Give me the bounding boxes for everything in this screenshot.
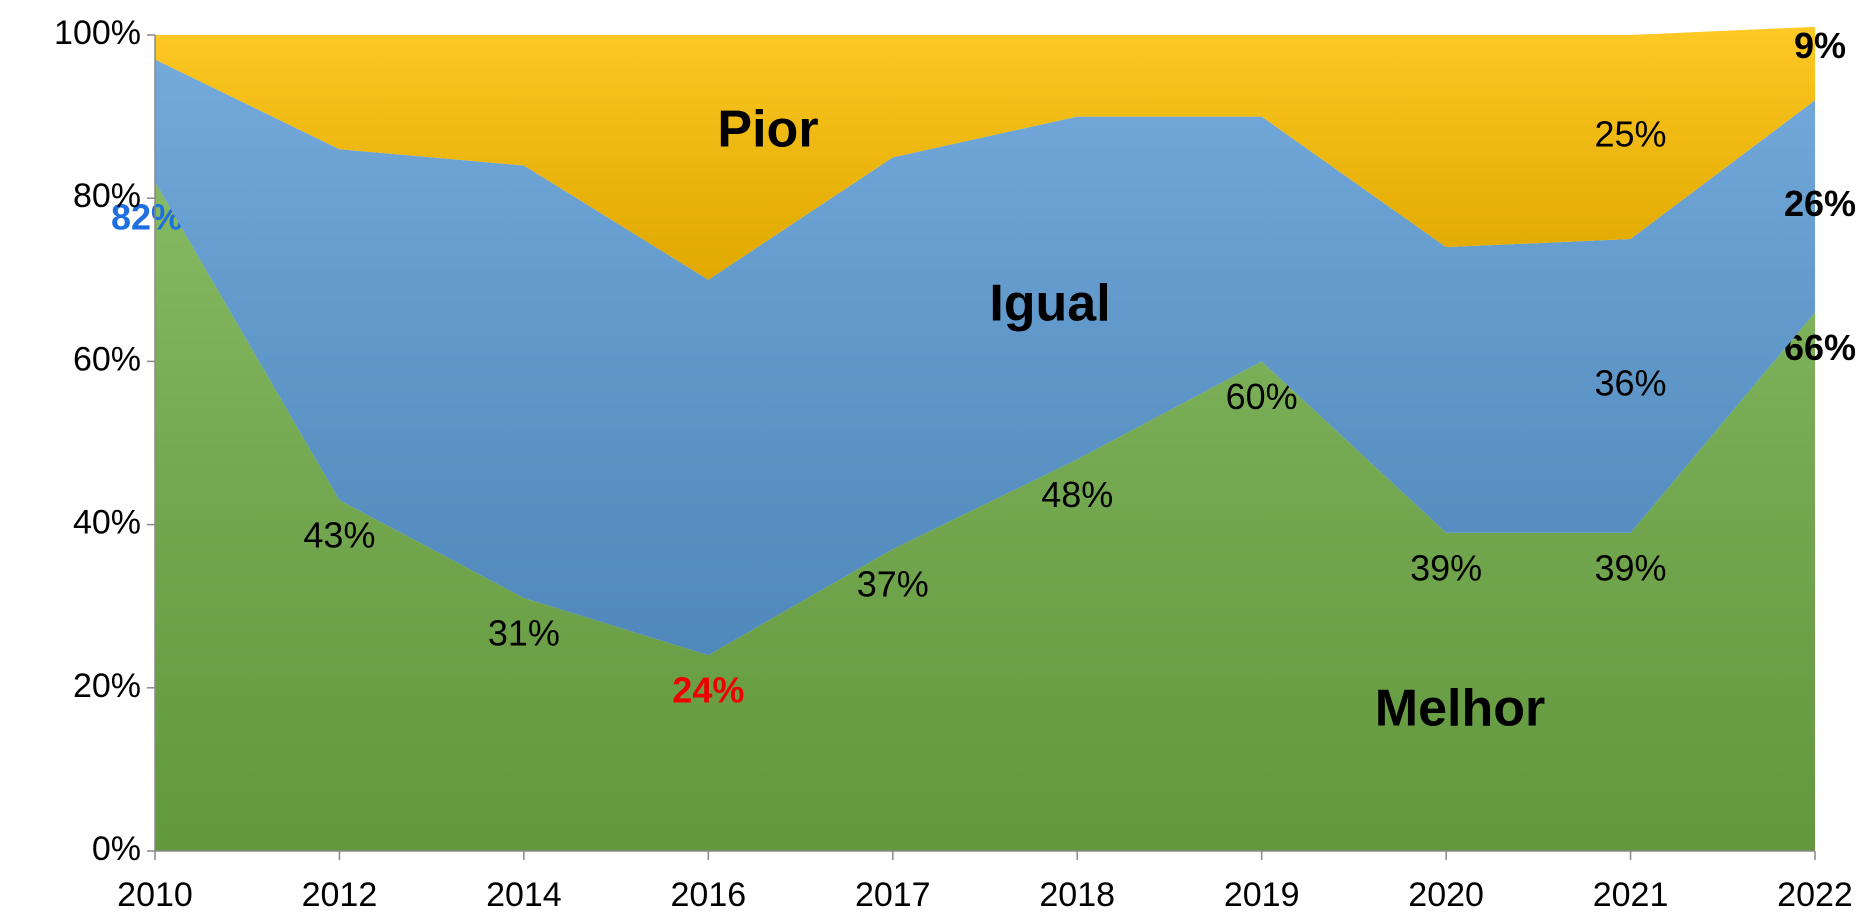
x-tick-label: 2014 xyxy=(486,876,562,914)
x-tick-label: 2018 xyxy=(1039,876,1115,914)
data-label: 37% xyxy=(857,564,929,605)
x-tick-label: 2017 xyxy=(855,876,931,914)
data-label: 31% xyxy=(488,613,560,654)
y-tick-label: 20% xyxy=(73,667,141,705)
x-tick-label: 2019 xyxy=(1224,876,1300,914)
x-tick-label: 2021 xyxy=(1593,876,1669,914)
y-tick-label: 0% xyxy=(92,830,141,868)
x-tick-label: 2010 xyxy=(117,876,193,914)
data-label: 48% xyxy=(1041,474,1113,515)
series-label: Melhor xyxy=(1375,680,1545,738)
x-tick-label: 2016 xyxy=(671,876,747,914)
y-tick-label: 100% xyxy=(54,14,141,52)
data-label: 39% xyxy=(1595,547,1667,588)
x-tick-label: 2020 xyxy=(1408,876,1484,914)
data-label: 39% xyxy=(1410,547,1482,588)
x-tick-label: 2022 xyxy=(1777,876,1853,914)
area-shade xyxy=(155,59,1815,656)
series-label: Pior xyxy=(717,101,818,159)
y-tick-label: 60% xyxy=(73,340,141,378)
area-shade xyxy=(155,26,1815,280)
data-label: 24% xyxy=(672,670,744,711)
data-label: 9% xyxy=(1794,25,1846,66)
data-label: 36% xyxy=(1595,362,1667,403)
data-label: 26% xyxy=(1784,183,1856,224)
series-label: Igual xyxy=(989,275,1110,333)
y-tick-label: 80% xyxy=(73,177,141,215)
x-tick-label: 2012 xyxy=(302,876,378,914)
data-label: 43% xyxy=(303,515,375,556)
y-tick-label: 40% xyxy=(73,504,141,542)
data-label: 25% xyxy=(1595,114,1667,155)
area-shade xyxy=(155,181,1815,851)
